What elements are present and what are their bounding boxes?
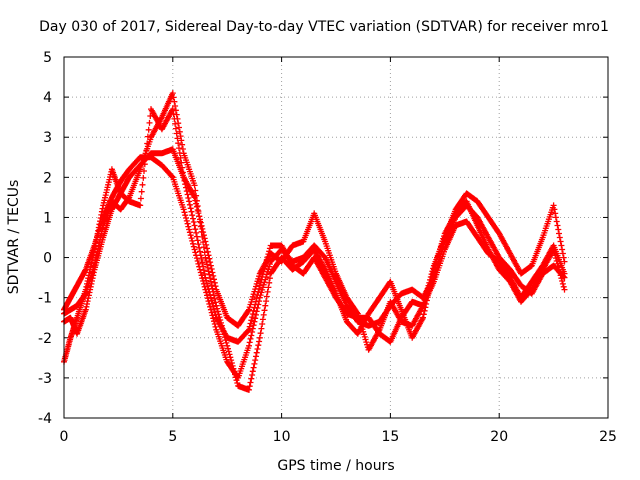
data-series xyxy=(61,90,568,393)
x-tick-label: 0 xyxy=(60,429,69,445)
plot-frame xyxy=(63,56,609,419)
y-tick-label: -1 xyxy=(38,291,52,307)
axis-ticks: -4 -3 -2 -1 0 1 2 3 4 5 0 5 10 15 20 25 xyxy=(38,50,617,445)
y-axis-label: SDTVAR / TECUs xyxy=(6,180,22,295)
x-tick-label: 25 xyxy=(599,429,617,445)
y-tick-label: 0 xyxy=(43,251,52,267)
grid xyxy=(64,57,608,418)
y-tick-label: -4 xyxy=(38,411,52,427)
series-1-markers xyxy=(61,154,568,381)
series-3 xyxy=(61,106,568,365)
x-axis-label: GPS time / hours xyxy=(277,458,394,474)
x-tick-label: 10 xyxy=(273,429,291,445)
y-tick-label: 1 xyxy=(43,210,52,226)
x-tick-label: 5 xyxy=(168,429,177,445)
series-3-markers xyxy=(61,106,568,365)
y-tick-label: 5 xyxy=(43,50,52,66)
y-tick-label: -3 xyxy=(38,371,52,387)
x-tick-label: 15 xyxy=(381,429,399,445)
series-1 xyxy=(61,154,568,381)
y-tick-label: 3 xyxy=(43,130,52,146)
y-tick-label: 4 xyxy=(43,90,52,106)
x-tick-label: 20 xyxy=(490,429,508,445)
chart-title: Day 030 of 2017, Sidereal Day-to-day VTE… xyxy=(39,19,609,35)
y-tick-label: 2 xyxy=(43,170,52,186)
y-tick-label: -2 xyxy=(38,331,52,347)
